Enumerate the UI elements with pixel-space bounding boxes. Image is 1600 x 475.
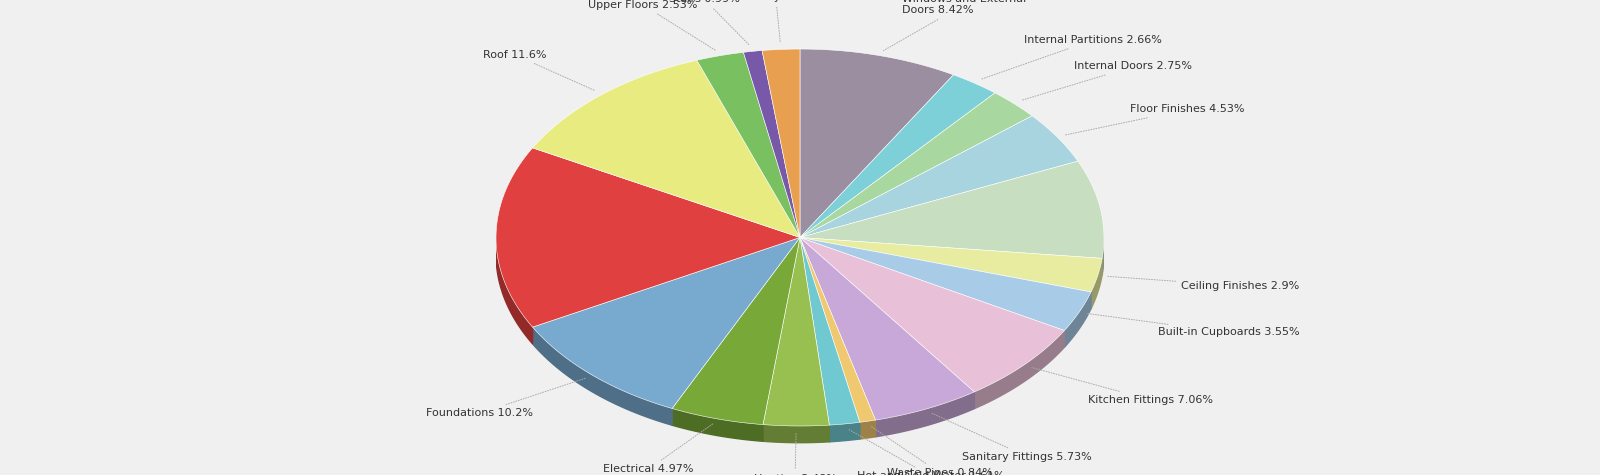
- Text: Hot and Cold Water 1.61%: Hot and Cold Water 1.61%: [848, 429, 1005, 475]
- Polygon shape: [800, 238, 1064, 392]
- Text: Electrical 4.97%: Electrical 4.97%: [603, 424, 712, 475]
- Text: Floor Finishes 4.53%: Floor Finishes 4.53%: [1066, 104, 1245, 135]
- Polygon shape: [763, 238, 829, 426]
- Polygon shape: [800, 238, 1091, 331]
- Polygon shape: [1091, 258, 1102, 309]
- Polygon shape: [829, 422, 859, 442]
- Polygon shape: [800, 238, 859, 425]
- Text: Roof 11.6%: Roof 11.6%: [483, 50, 595, 91]
- Text: Foundations 10.2%: Foundations 10.2%: [427, 379, 586, 418]
- Text: Waste Pipes 0.84%: Waste Pipes 0.84%: [872, 427, 992, 475]
- Polygon shape: [496, 238, 533, 344]
- Polygon shape: [698, 52, 800, 238]
- Text: Sanitary Fittings 5.73%: Sanitary Fittings 5.73%: [933, 413, 1093, 462]
- Text: Ceiling Finishes 2.9%: Ceiling Finishes 2.9%: [1107, 276, 1299, 291]
- Polygon shape: [533, 238, 800, 408]
- Polygon shape: [1102, 238, 1104, 275]
- Polygon shape: [800, 238, 974, 420]
- Text: Internal Partitions 2.66%: Internal Partitions 2.66%: [981, 35, 1162, 79]
- Polygon shape: [800, 93, 1032, 238]
- Polygon shape: [875, 392, 974, 437]
- Text: Windows and External
Doors 8.42%: Windows and External Doors 8.42%: [883, 0, 1026, 50]
- Polygon shape: [672, 408, 763, 441]
- Polygon shape: [496, 148, 800, 327]
- Polygon shape: [762, 49, 800, 238]
- Polygon shape: [859, 420, 875, 439]
- Polygon shape: [800, 161, 1104, 258]
- Polygon shape: [1064, 292, 1091, 347]
- Polygon shape: [800, 49, 954, 238]
- Text: Stairs 0.99%: Stairs 0.99%: [669, 0, 750, 46]
- Polygon shape: [672, 238, 800, 425]
- Polygon shape: [800, 238, 1102, 292]
- Polygon shape: [533, 327, 672, 425]
- Text: Chimney 1.99%: Chimney 1.99%: [731, 0, 819, 43]
- Polygon shape: [800, 238, 875, 422]
- Polygon shape: [763, 425, 829, 443]
- Text: Heating 3.48%: Heating 3.48%: [754, 433, 837, 475]
- Polygon shape: [800, 116, 1078, 238]
- Text: Built-in Cupboards 3.55%: Built-in Cupboards 3.55%: [1088, 314, 1299, 338]
- Polygon shape: [533, 60, 800, 238]
- Polygon shape: [974, 331, 1064, 408]
- Text: Upper Floors 2.53%: Upper Floors 2.53%: [589, 0, 715, 50]
- Text: Internal Doors 2.75%: Internal Doors 2.75%: [1021, 61, 1192, 100]
- Polygon shape: [744, 50, 800, 238]
- Text: Kitchen Fittings 7.06%: Kitchen Fittings 7.06%: [1032, 368, 1213, 405]
- Polygon shape: [800, 75, 995, 238]
